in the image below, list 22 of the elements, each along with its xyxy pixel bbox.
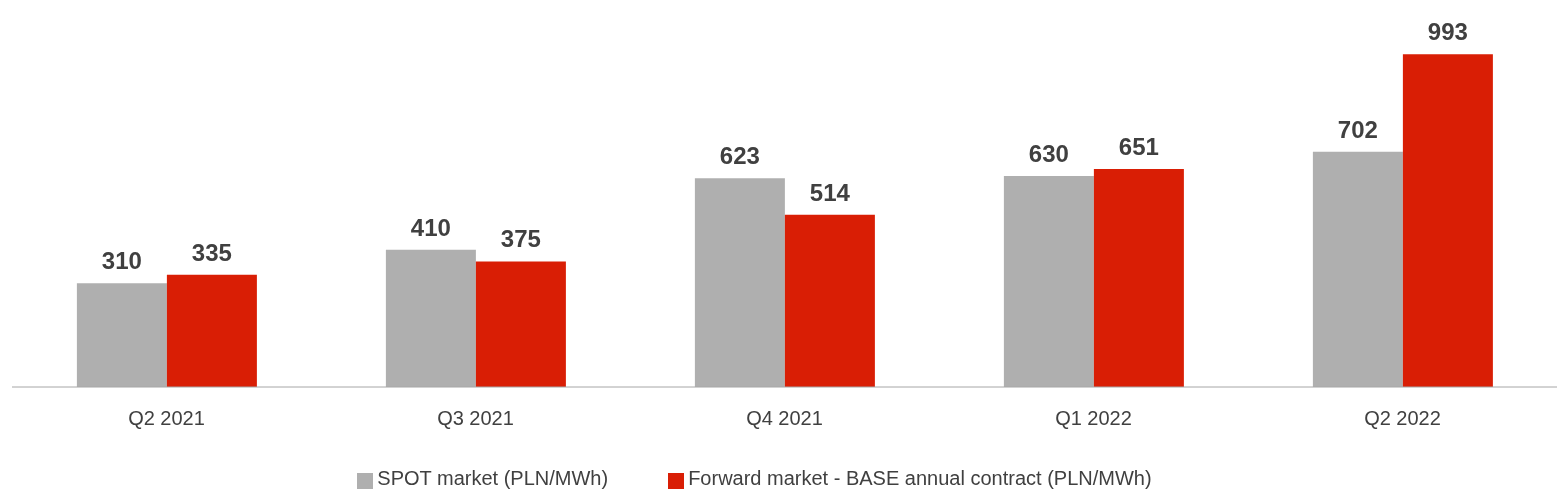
bar: [475, 261, 566, 387]
data-label: 702: [1337, 115, 1378, 143]
data-label: 623: [719, 142, 760, 170]
x-tick-label: Q2 2022: [1364, 407, 1441, 430]
x-tick-label: Q3 2021: [437, 407, 514, 430]
data-label: 310: [101, 247, 142, 275]
data-label: 993: [1427, 18, 1468, 46]
bar: [166, 274, 257, 387]
legend-label: SPOT market (PLN/MWh): [377, 467, 609, 489]
bar: [784, 214, 875, 387]
x-tick-label: Q4 2021: [746, 407, 823, 430]
data-label: 514: [809, 178, 851, 206]
data-label: 375: [500, 225, 541, 253]
data-label: 651: [1118, 132, 1159, 160]
data-label: 410: [410, 213, 451, 241]
bar: [1093, 168, 1184, 387]
x-tick-label: Q1 2022: [1055, 407, 1132, 430]
legend-label: Forward market - BASE annual contract (PLN/MWh): [688, 467, 1152, 489]
bar: [1402, 54, 1493, 387]
data-label: 630: [1028, 139, 1069, 167]
x-tick-label: Q2 2021: [128, 407, 205, 430]
data-label: 335: [191, 238, 232, 266]
